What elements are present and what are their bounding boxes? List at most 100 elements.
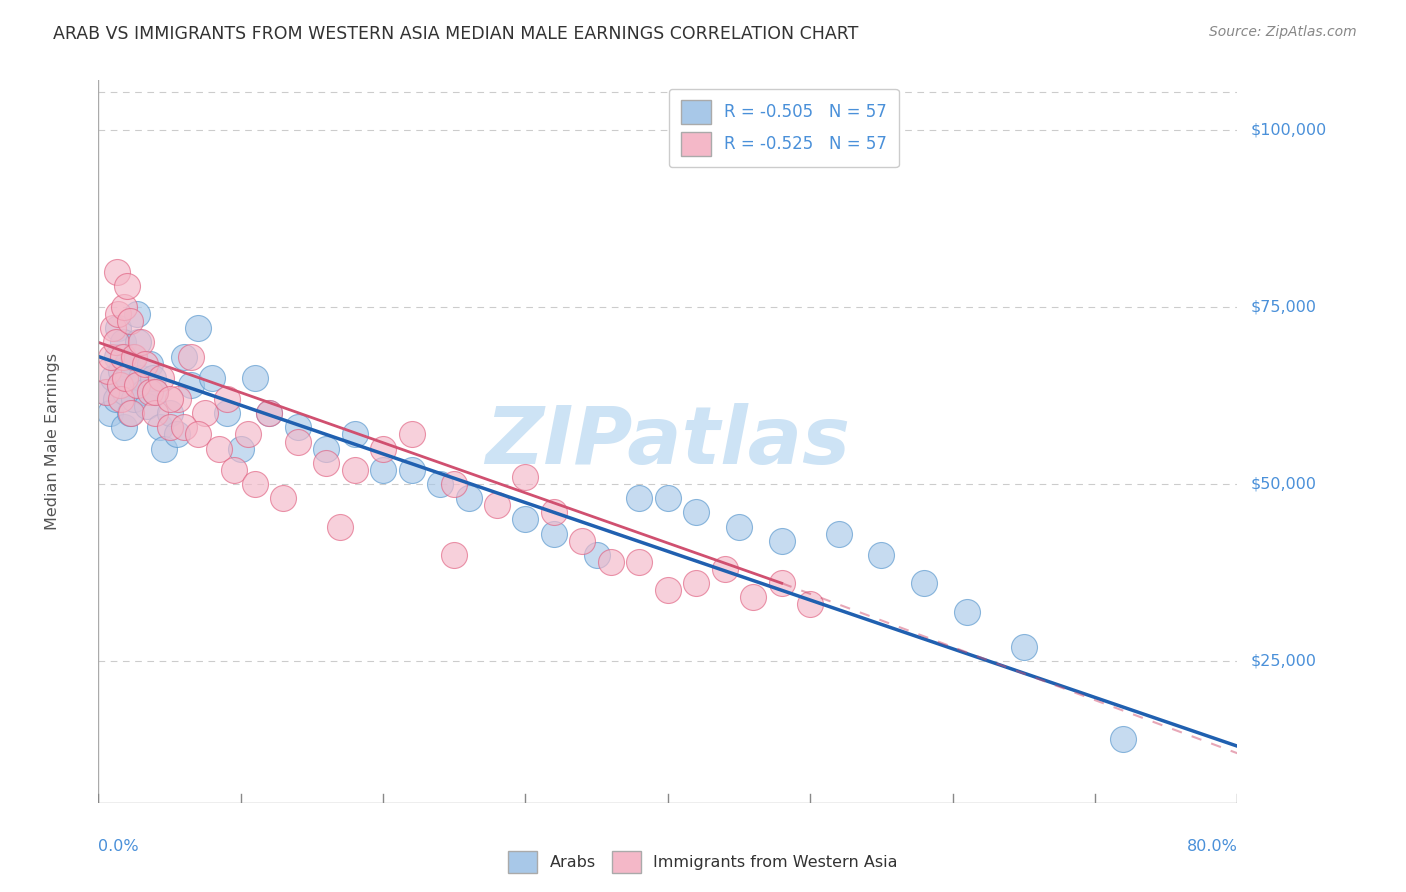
Point bbox=[273, 491, 295, 506]
Point bbox=[259, 406, 281, 420]
Point bbox=[112, 300, 135, 314]
Text: 0.0%: 0.0% bbox=[98, 838, 139, 854]
Point bbox=[132, 384, 155, 399]
Point bbox=[770, 576, 793, 591]
Point bbox=[515, 470, 537, 484]
Point bbox=[315, 442, 337, 456]
Point bbox=[105, 350, 128, 364]
Point bbox=[159, 406, 181, 420]
Point bbox=[121, 350, 143, 364]
Point bbox=[114, 371, 136, 385]
Point bbox=[515, 512, 537, 526]
Point bbox=[180, 377, 202, 392]
Point bbox=[315, 456, 337, 470]
Point bbox=[1112, 732, 1135, 747]
Point bbox=[107, 321, 129, 335]
Point bbox=[101, 371, 124, 385]
Point bbox=[208, 442, 231, 456]
Point bbox=[429, 477, 451, 491]
Point bbox=[153, 442, 176, 456]
Point bbox=[373, 463, 395, 477]
Point bbox=[145, 406, 167, 420]
Point bbox=[159, 392, 181, 406]
Point bbox=[215, 392, 238, 406]
Point bbox=[134, 357, 156, 371]
Point bbox=[122, 392, 145, 406]
Point bbox=[108, 377, 131, 392]
Point bbox=[120, 406, 142, 420]
Point bbox=[457, 491, 479, 506]
Point bbox=[287, 420, 309, 434]
Point bbox=[98, 406, 121, 420]
Point bbox=[115, 278, 138, 293]
Point bbox=[129, 371, 152, 385]
Point bbox=[111, 350, 134, 364]
Point bbox=[600, 555, 623, 569]
Text: $75,000: $75,000 bbox=[1251, 300, 1317, 315]
Point bbox=[110, 392, 132, 406]
Text: $50,000: $50,000 bbox=[1251, 476, 1317, 491]
Point bbox=[127, 335, 149, 350]
Point bbox=[287, 434, 309, 449]
Point bbox=[173, 350, 195, 364]
Point bbox=[101, 321, 124, 335]
Point bbox=[97, 364, 120, 378]
Point bbox=[401, 427, 423, 442]
Point bbox=[145, 384, 167, 399]
Point bbox=[870, 548, 893, 562]
Point bbox=[112, 420, 135, 434]
Point bbox=[104, 335, 127, 350]
Point bbox=[828, 526, 851, 541]
Point bbox=[1012, 640, 1035, 654]
Point bbox=[138, 384, 160, 399]
Point bbox=[118, 406, 141, 420]
Point bbox=[585, 548, 607, 562]
Point bbox=[107, 307, 129, 321]
Point bbox=[180, 350, 202, 364]
Point bbox=[138, 357, 160, 371]
Point bbox=[956, 605, 979, 619]
Point bbox=[799, 598, 821, 612]
Point bbox=[628, 491, 651, 506]
Point bbox=[115, 357, 138, 371]
Point bbox=[166, 427, 188, 442]
Point bbox=[243, 371, 266, 385]
Point bbox=[108, 377, 131, 392]
Point bbox=[173, 420, 195, 434]
Point bbox=[229, 442, 252, 456]
Point bbox=[443, 477, 465, 491]
Text: $100,000: $100,000 bbox=[1251, 122, 1327, 137]
Point bbox=[100, 350, 122, 364]
Point bbox=[657, 583, 679, 598]
Point bbox=[167, 392, 190, 406]
Text: $25,000: $25,000 bbox=[1251, 654, 1317, 669]
Point bbox=[149, 420, 172, 434]
Point bbox=[657, 491, 679, 506]
Point bbox=[222, 463, 245, 477]
Text: Median Male Earnings: Median Male Earnings bbox=[45, 353, 60, 530]
Point bbox=[343, 427, 366, 442]
Text: ZIPatlas: ZIPatlas bbox=[485, 402, 851, 481]
Point bbox=[543, 526, 565, 541]
Point bbox=[628, 555, 651, 569]
Point bbox=[135, 399, 157, 413]
Point bbox=[714, 562, 737, 576]
Point bbox=[243, 477, 266, 491]
Point bbox=[129, 335, 152, 350]
Point bbox=[145, 384, 167, 399]
Point bbox=[114, 384, 136, 399]
Point bbox=[159, 420, 181, 434]
Point bbox=[187, 321, 209, 335]
Point bbox=[187, 427, 209, 442]
Point bbox=[94, 384, 117, 399]
Point bbox=[110, 364, 132, 378]
Point bbox=[215, 406, 238, 420]
Point bbox=[685, 505, 707, 519]
Point bbox=[105, 264, 128, 278]
Point bbox=[685, 576, 707, 591]
Point bbox=[201, 371, 224, 385]
Point bbox=[373, 442, 395, 456]
Point bbox=[150, 371, 173, 385]
Point bbox=[912, 576, 935, 591]
Point bbox=[343, 463, 366, 477]
